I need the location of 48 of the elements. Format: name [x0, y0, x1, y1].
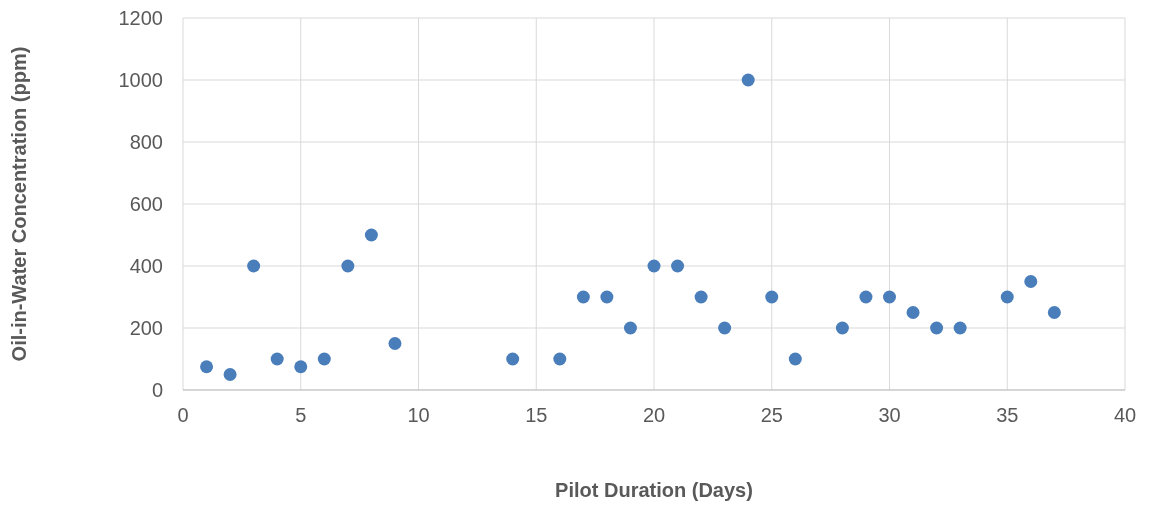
x-tick-label: 35 [996, 404, 1019, 426]
point [200, 360, 214, 374]
point [576, 290, 590, 304]
point [364, 228, 378, 242]
x-tick-label: 25 [760, 404, 783, 426]
point [247, 259, 261, 273]
point [906, 306, 920, 319]
point [317, 352, 331, 366]
point [671, 259, 685, 273]
point [553, 352, 567, 366]
point [859, 290, 873, 304]
point [223, 368, 237, 381]
y-tick-label: 200 [129, 317, 163, 339]
x-tick-label: 10 [407, 404, 430, 426]
point [294, 360, 308, 374]
y-tick-label: 400 [129, 255, 163, 277]
point [835, 321, 849, 335]
x-axis-title: Pilot Duration (Days) [555, 479, 753, 501]
x-tick-label: 30 [878, 404, 901, 426]
point [788, 352, 802, 366]
point [623, 321, 637, 335]
x-tick-label: 40 [1113, 404, 1137, 426]
point [718, 321, 732, 335]
point [506, 352, 520, 366]
point [270, 352, 284, 366]
y-tick-label: 1000 [118, 69, 163, 91]
point [883, 290, 896, 304]
y-tick-label: 1200 [118, 7, 163, 29]
y-axis-title: Oil-in-Water Concentration (ppm) [8, 46, 30, 362]
point [765, 290, 779, 304]
point [953, 321, 967, 335]
point [1047, 306, 1061, 319]
point [600, 290, 614, 304]
point [930, 321, 944, 335]
point [388, 337, 402, 350]
y-tick-label: 600 [129, 193, 163, 215]
x-tick-label: 15 [525, 404, 548, 426]
point [1000, 290, 1014, 304]
point [647, 259, 661, 273]
y-tick-label: 0 [151, 379, 163, 401]
x-tick-label: 5 [295, 404, 307, 426]
x-tick-label: 20 [642, 404, 666, 426]
x-tick-label: 0 [177, 404, 189, 426]
point [741, 73, 755, 87]
point [694, 290, 708, 304]
point [341, 259, 355, 273]
point [1024, 275, 1038, 288]
y-tick-label: 800 [129, 131, 163, 153]
